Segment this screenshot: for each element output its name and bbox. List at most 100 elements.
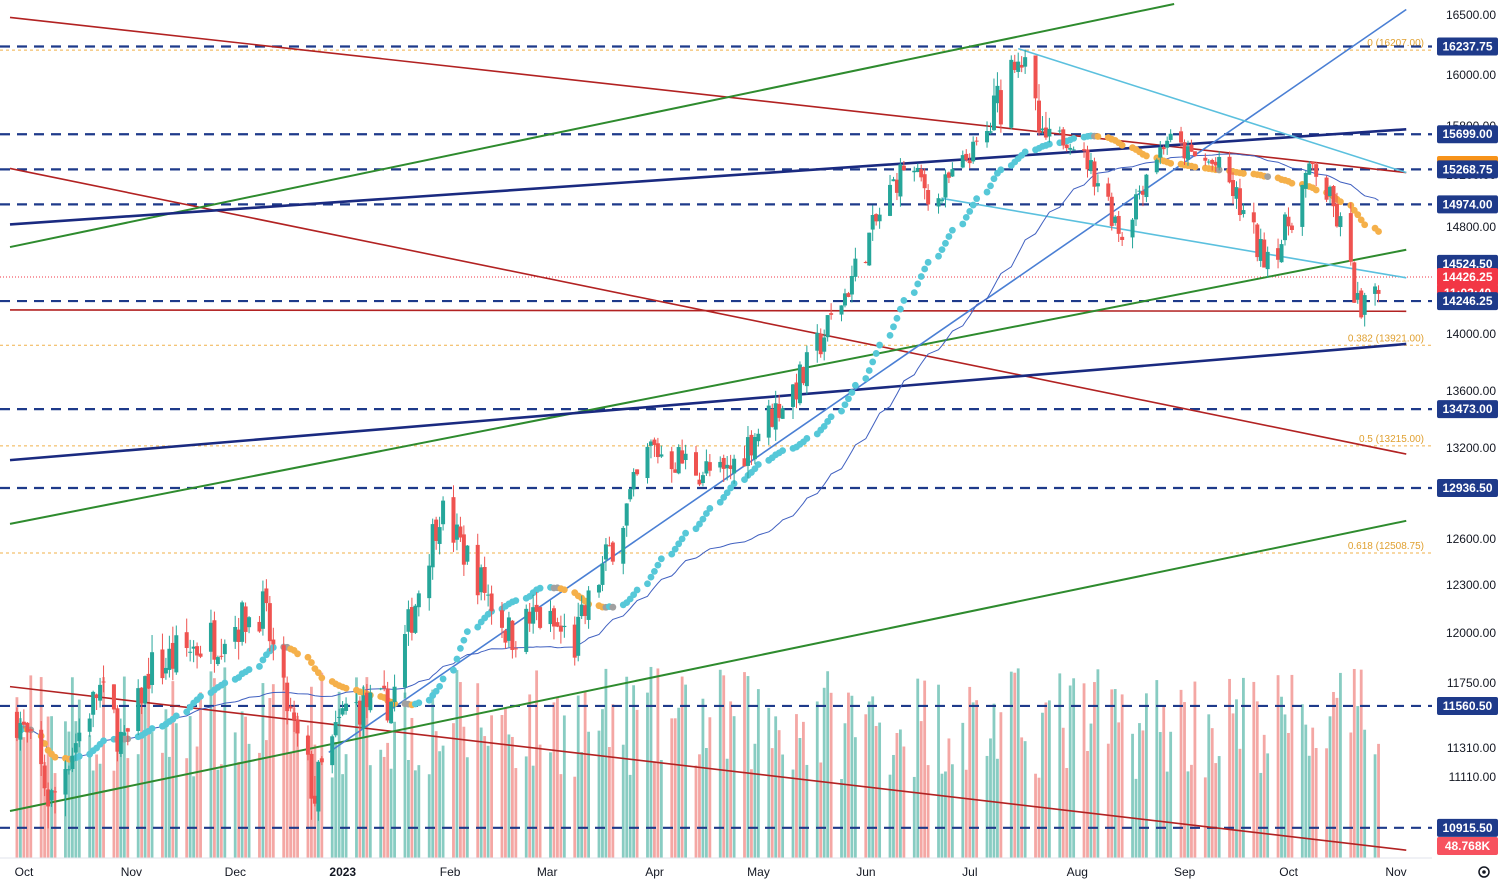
thick-ma-point bbox=[938, 246, 946, 254]
thick-ma-point bbox=[172, 712, 180, 720]
candle bbox=[66, 765, 71, 775]
candle-body bbox=[1307, 163, 1312, 175]
candle bbox=[1303, 170, 1308, 198]
candle bbox=[115, 705, 120, 762]
candle bbox=[538, 606, 543, 630]
candle-body bbox=[1276, 248, 1281, 260]
candle bbox=[305, 725, 310, 761]
time-tick-label: Jun bbox=[856, 865, 875, 879]
time-tick-label: Apr bbox=[645, 865, 664, 879]
volume-bar bbox=[552, 702, 556, 858]
settings-gear-icon[interactable] bbox=[1478, 866, 1490, 878]
thick-ma-point bbox=[959, 220, 967, 228]
thick-ma-point bbox=[450, 666, 457, 674]
volume-bar bbox=[413, 770, 417, 858]
volume-bar bbox=[43, 762, 47, 858]
thick-ma-point bbox=[838, 407, 845, 415]
volume-bar bbox=[1235, 699, 1238, 858]
price-tick-label: 14000.00 bbox=[1446, 327, 1496, 341]
thick-ma-point bbox=[197, 692, 204, 700]
candle bbox=[1262, 232, 1267, 268]
candle bbox=[1203, 153, 1208, 166]
thick-ma-point bbox=[862, 375, 870, 382]
volume-bar bbox=[1276, 675, 1280, 858]
candle bbox=[815, 324, 820, 363]
volume-bar bbox=[510, 736, 514, 858]
thick-ma-point bbox=[966, 208, 974, 215]
thick-ma-point bbox=[647, 573, 655, 581]
candle-body bbox=[333, 722, 338, 736]
candle bbox=[756, 428, 761, 447]
candle-body bbox=[87, 718, 92, 732]
volume-bar bbox=[95, 754, 99, 858]
candle bbox=[745, 426, 750, 479]
candle-body bbox=[1144, 174, 1149, 198]
candle-body bbox=[555, 622, 560, 627]
candle-body bbox=[1109, 196, 1114, 226]
candle-body bbox=[451, 497, 456, 543]
price-badge-box bbox=[1437, 400, 1498, 419]
candle bbox=[1043, 111, 1048, 140]
thick-ma-point bbox=[308, 659, 315, 666]
volume-bar bbox=[791, 769, 795, 858]
volume-bar bbox=[556, 696, 559, 858]
candle-body bbox=[233, 626, 238, 642]
candle bbox=[475, 533, 480, 605]
thick-ma-point bbox=[453, 655, 461, 663]
volume-bar bbox=[434, 731, 438, 858]
candle bbox=[1113, 215, 1118, 226]
candle bbox=[208, 609, 213, 665]
candle bbox=[1068, 143, 1073, 155]
candle-body bbox=[14, 711, 19, 738]
volume-bar bbox=[361, 686, 365, 858]
volume-bar bbox=[50, 716, 53, 858]
candle-body bbox=[648, 441, 653, 446]
thick-ma-point bbox=[945, 233, 953, 240]
fib-label: 0 (16207.00) bbox=[1367, 38, 1424, 49]
candle-body bbox=[458, 526, 463, 538]
candle-body bbox=[846, 293, 851, 297]
candle bbox=[922, 168, 927, 200]
candle bbox=[998, 79, 1003, 133]
volume-bar bbox=[1009, 671, 1013, 858]
cyan-channel-upper bbox=[1017, 47, 1407, 174]
price-badge-label: 14426.25 bbox=[1442, 270, 1492, 284]
candle-body bbox=[1040, 128, 1045, 131]
price-badge: 16237.75 bbox=[1437, 37, 1498, 56]
candle bbox=[749, 430, 754, 465]
candle-body bbox=[867, 232, 872, 266]
candle-body bbox=[510, 620, 515, 650]
candle-body bbox=[745, 437, 750, 466]
candle-body bbox=[1071, 149, 1076, 151]
candle-body bbox=[150, 652, 155, 685]
candle bbox=[558, 615, 563, 644]
volume-bar bbox=[29, 675, 33, 858]
volume-bar bbox=[573, 776, 577, 858]
candle bbox=[1040, 116, 1045, 135]
volume-bar bbox=[500, 715, 504, 858]
candle bbox=[406, 600, 411, 646]
candle-body bbox=[167, 648, 172, 670]
volume-bar bbox=[805, 764, 809, 858]
candle-body bbox=[655, 443, 660, 458]
candle bbox=[170, 626, 175, 681]
thick-ma-point bbox=[657, 555, 665, 563]
volume-bar bbox=[912, 776, 916, 858]
candle bbox=[195, 642, 200, 669]
fib-levels: 0 (16207.00) 0.382 (13921.00) 0.5 (13215.0… bbox=[0, 38, 1432, 554]
candle-body bbox=[39, 729, 44, 765]
time-tick-label: Oct bbox=[15, 865, 34, 879]
candle bbox=[136, 679, 141, 736]
volume-bar bbox=[365, 677, 369, 858]
candle-body bbox=[49, 790, 54, 801]
volume-bar bbox=[167, 756, 171, 858]
candle-body bbox=[974, 140, 979, 142]
candle bbox=[721, 454, 726, 483]
candle bbox=[288, 697, 293, 712]
candle-body bbox=[1217, 156, 1222, 168]
thick-ma-point bbox=[1070, 134, 1078, 142]
price-tick-label: 13200.00 bbox=[1446, 441, 1496, 455]
volume-bar bbox=[1359, 669, 1363, 858]
volume-bar bbox=[621, 744, 625, 858]
